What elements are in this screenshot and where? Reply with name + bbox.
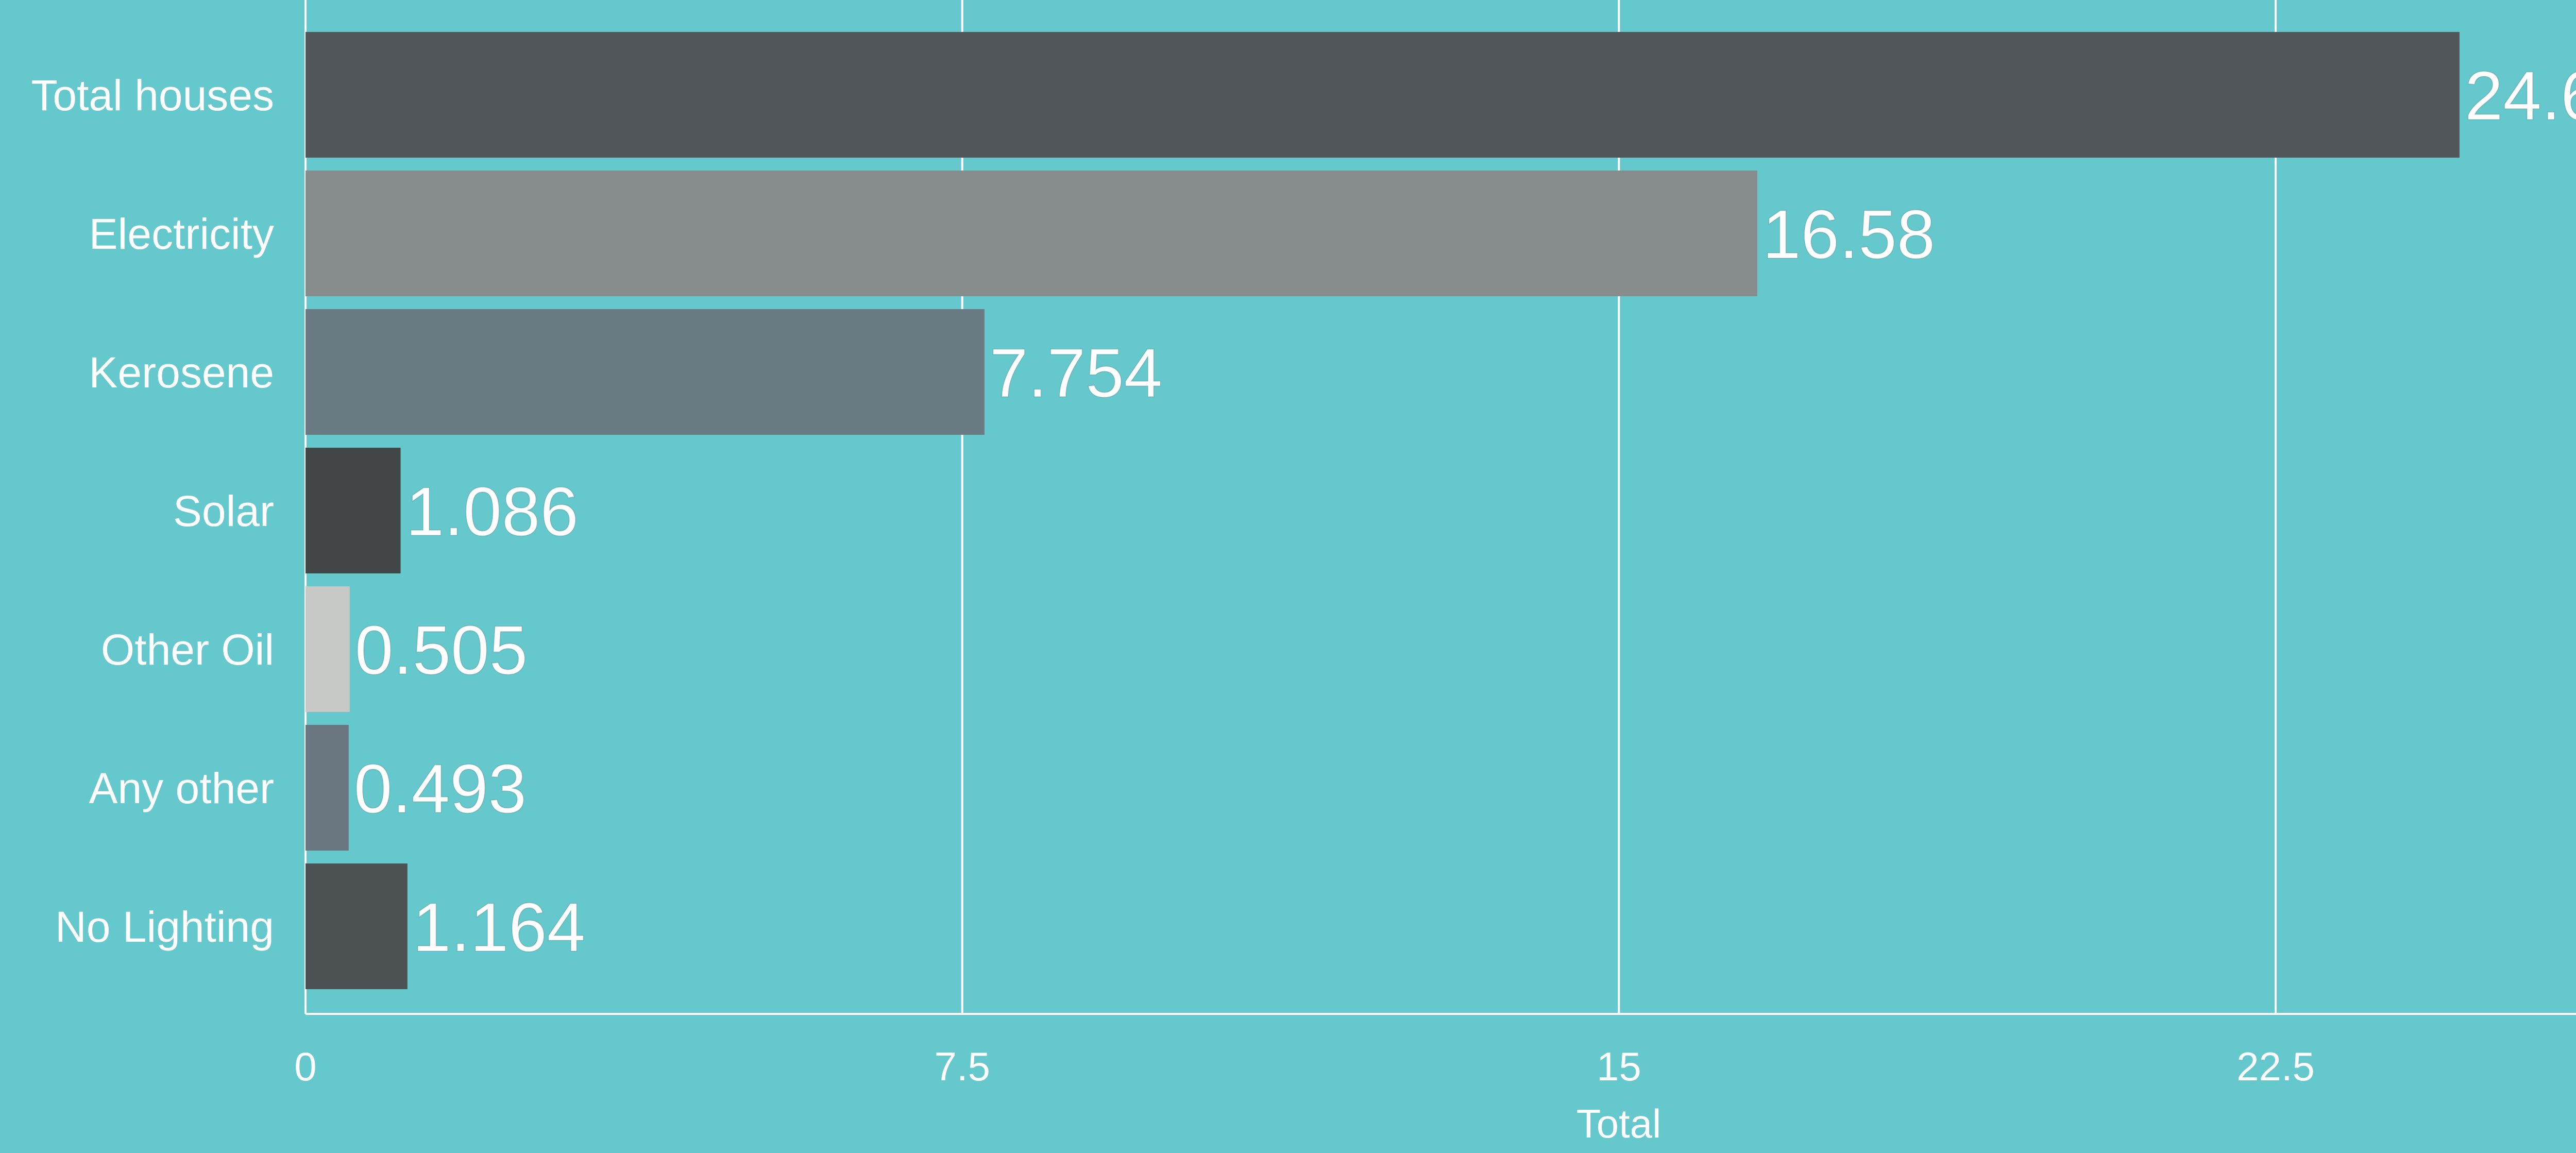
x-tick-label: 15 xyxy=(1597,1044,1641,1089)
bar xyxy=(306,309,985,435)
x-axis-title: Total xyxy=(1577,1101,1662,1146)
bar-value-label: 1.086 xyxy=(406,473,579,550)
y-category-label: Total houses xyxy=(31,71,274,120)
y-category-label: Electricity xyxy=(89,210,274,258)
x-tick-label: 0 xyxy=(294,1044,316,1089)
bar xyxy=(306,586,350,712)
labels: 0 7.5 15 22.5 Total houses 24.6 Electricity 16.… xyxy=(31,57,2576,1089)
bar-value-label: 16.58 xyxy=(1762,196,1935,273)
bar xyxy=(306,863,408,989)
y-category-label: Other Oil xyxy=(101,625,274,674)
y-category-label: Any other xyxy=(89,764,274,812)
bar xyxy=(306,725,349,851)
bar-value-label: 24.6 xyxy=(2465,58,2576,134)
x-tick-label: 22.5 xyxy=(2236,1044,2315,1089)
y-category-label: Solar xyxy=(173,487,274,535)
bar xyxy=(306,171,1757,296)
bar-value-label: 0.493 xyxy=(354,751,527,827)
bar-value-label: 0.505 xyxy=(355,612,528,689)
bars xyxy=(306,32,2460,989)
bar xyxy=(306,32,2460,158)
y-category-label: Kerosene xyxy=(89,348,274,397)
bar xyxy=(306,448,401,573)
x-tick-label: 7.5 xyxy=(934,1044,990,1089)
bar-value-label: 1.164 xyxy=(413,889,585,966)
bar-value-label: 7.754 xyxy=(990,335,1162,412)
y-category-label: No Lighting xyxy=(55,903,274,951)
